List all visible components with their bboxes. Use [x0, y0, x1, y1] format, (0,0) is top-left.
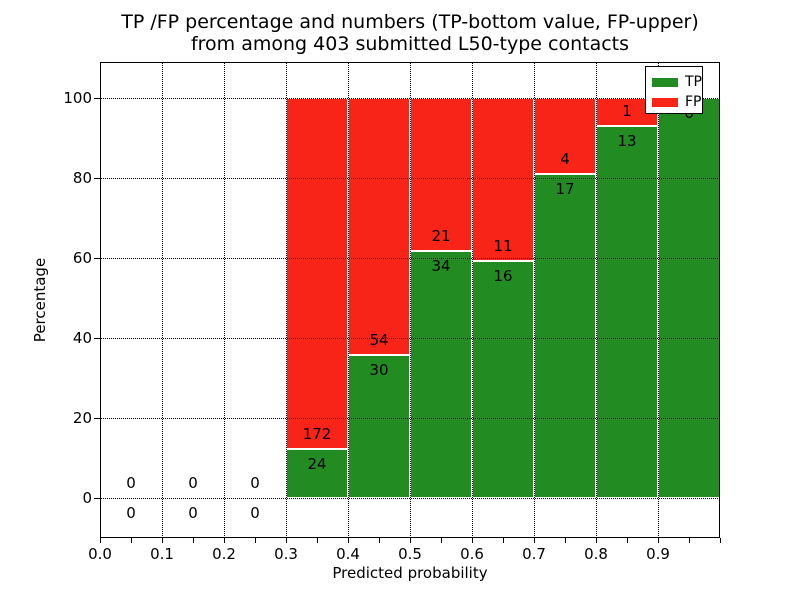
x-axis-label: Predicted probability: [332, 564, 488, 582]
v-gridline: [224, 62, 225, 538]
x-tick-label: 0.0: [88, 545, 112, 563]
x-tick: [441, 538, 442, 543]
x-tick: [627, 538, 628, 543]
tp-count-label: 16: [493, 266, 513, 285]
x-tick: [565, 538, 566, 543]
x-tick-label: 0.9: [646, 545, 670, 563]
fp-count-label: 21: [431, 226, 451, 245]
y-tick: [94, 258, 100, 259]
x-tick: [689, 538, 690, 543]
v-gridline: [472, 62, 473, 538]
y-tick-label: 80: [72, 169, 92, 187]
x-tick: [317, 538, 318, 543]
x-tick-label: 0.5: [398, 545, 422, 563]
x-tick: [255, 538, 256, 543]
x-tick: [720, 538, 721, 543]
x-tick: [100, 538, 101, 543]
bar-segment-fp: [348, 98, 410, 356]
legend: TP FP: [645, 66, 703, 114]
fp-count-label: 172: [302, 425, 332, 444]
tp-count-label: 24: [307, 455, 327, 474]
x-tick: [162, 538, 163, 543]
x-tick-label: 0.1: [150, 545, 174, 563]
tp-count-label: 17: [555, 180, 575, 198]
x-tick-label: 0.4: [336, 545, 360, 563]
x-tick: [224, 538, 225, 543]
legend-swatch-fp-icon: [652, 97, 678, 107]
bar-segment-tp: [658, 98, 720, 498]
x-tick-label: 0.8: [584, 545, 608, 563]
plot-area: 0000001722454302134111641711306: [100, 62, 720, 538]
x-tick-label: 0.7: [522, 545, 546, 563]
v-gridline: [410, 62, 411, 538]
bar-segment-tp: [534, 174, 596, 498]
x-tick: [410, 538, 411, 543]
legend-label-tp: TP: [685, 74, 702, 90]
bar-segment-tp: [348, 355, 410, 498]
bar-segment-tp: [286, 449, 348, 498]
y-tick: [94, 98, 100, 99]
chart-title-line1: TP /FP percentage and numbers (TP-bottom…: [121, 11, 699, 33]
bar-segment-tp: [472, 260, 534, 498]
y-tick-label: 0: [82, 489, 92, 507]
tp-count-label: 0: [188, 504, 198, 522]
tp-count-label: 30: [369, 361, 389, 380]
x-tick-label: 0.2: [212, 545, 236, 563]
fp-count-label: 0: [250, 474, 260, 492]
x-tick-label: 0.3: [274, 545, 298, 563]
y-tick: [94, 418, 100, 419]
y-tick-label: 100: [63, 89, 92, 107]
fp-count-label: 1: [622, 102, 632, 121]
x-tick: [286, 538, 287, 543]
fp-count-label: 4: [560, 150, 570, 168]
y-tick: [94, 498, 100, 499]
legend-entry-fp: FP: [652, 92, 702, 112]
bar-segment-tp: [410, 250, 472, 498]
bar-segment-tp: [596, 126, 658, 498]
y-tick-label: 60: [72, 249, 92, 267]
x-tick: [131, 538, 132, 543]
tp-count-label: 13: [617, 132, 637, 151]
tp-count-label: 0: [250, 504, 260, 522]
y-tick-label: 20: [72, 409, 92, 427]
fp-count-label: 0: [126, 474, 136, 492]
x-tick: [503, 538, 504, 543]
x-tick: [596, 538, 597, 543]
bar-segment-fp: [286, 98, 348, 450]
legend-label-fp: FP: [685, 94, 702, 110]
legend-entry-tp: TP: [652, 72, 702, 92]
x-tick-label: 0.6: [460, 545, 484, 563]
y-tick-label: 40: [72, 329, 92, 347]
v-gridline: [286, 62, 287, 538]
x-tick: [379, 538, 380, 543]
y-axis-label: Percentage: [31, 257, 49, 343]
y-tick: [94, 338, 100, 339]
v-gridline: [534, 62, 535, 538]
fp-count-label: 0: [188, 474, 198, 492]
bar-segment-fp: [472, 98, 534, 261]
tp-count-label: 34: [431, 256, 451, 275]
legend-swatch-tp-icon: [652, 77, 678, 87]
fp-count-label: 11: [493, 236, 513, 255]
v-gridline: [348, 62, 349, 538]
x-tick: [658, 538, 659, 543]
tp-count-label: 0: [126, 504, 136, 522]
v-gridline: [162, 62, 163, 538]
chart-title: TP /FP percentage and numbers (TP-bottom…: [100, 11, 720, 55]
y-tick: [94, 178, 100, 179]
x-tick: [534, 538, 535, 543]
fp-count-label: 54: [369, 331, 389, 350]
x-tick: [348, 538, 349, 543]
x-tick: [193, 538, 194, 543]
chart-title-line2: from among 403 submitted L50-type contac…: [190, 33, 630, 55]
v-gridline: [658, 62, 659, 538]
x-tick: [472, 538, 473, 543]
v-gridline: [596, 62, 597, 538]
